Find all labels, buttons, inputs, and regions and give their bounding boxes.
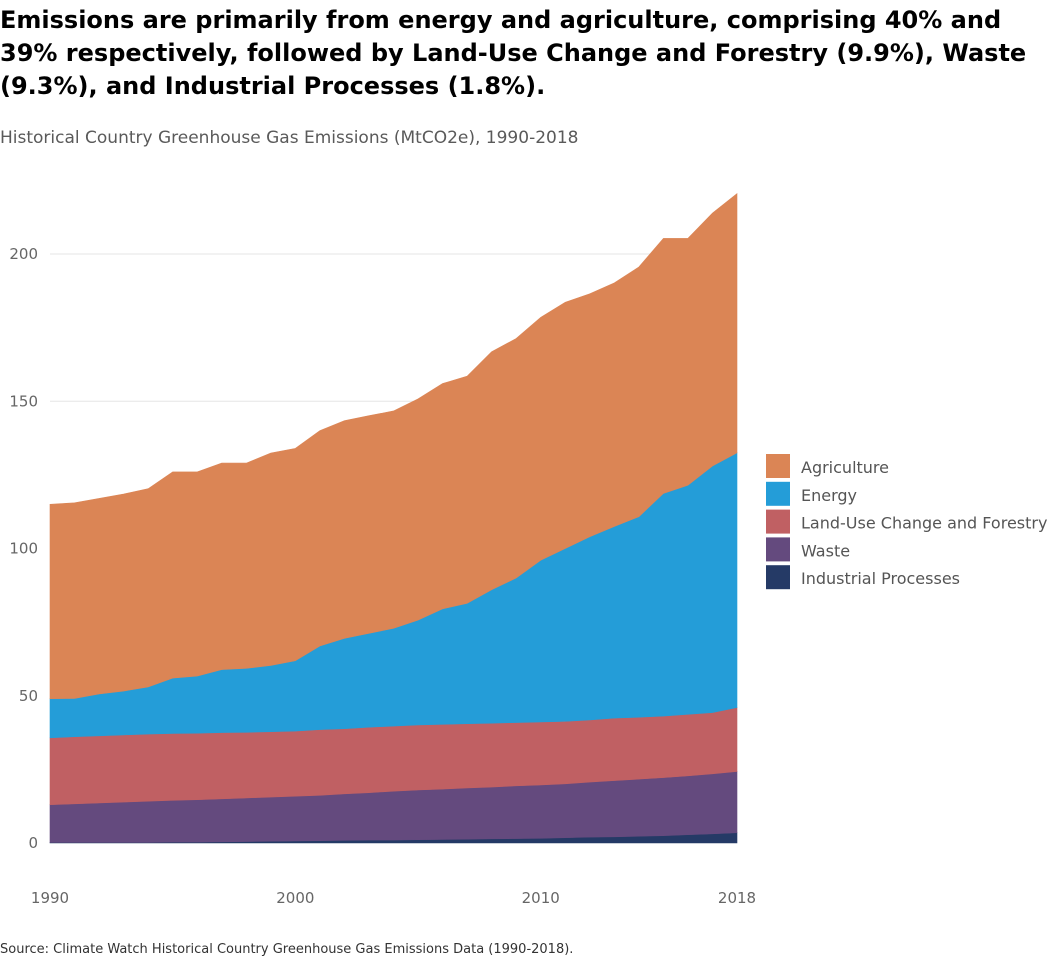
legend-swatch-agriculture [766,454,790,478]
y-tick-label: 0 [28,834,38,852]
area-agriculture [49,193,738,700]
y-tick-label: 50 [19,687,38,705]
y-tick-label: 100 [9,540,38,558]
legend-swatch-energy [766,481,790,506]
legend-swatch-waste [766,537,790,562]
legend: Agriculture Energy Land-Use Change and For… [766,454,1047,590]
x-axis: 1990 2000 2010 2018 [31,889,756,907]
legend-label-waste: Waste [801,541,850,560]
area-series [49,193,738,844]
x-tick-label: 2018 [718,889,756,907]
x-tick-label: 2010 [522,889,560,907]
y-tick-label: 150 [9,392,38,410]
legend-swatch-land-use-change-and-forestry [766,509,790,534]
y-axis: 0 50 100 150 200 [9,245,38,852]
legend-label-industrial-processes: Industrial Processes [801,569,960,588]
legend-label-energy: Energy [801,486,857,505]
y-tick-label: 200 [9,245,38,263]
chart-title: Emissions are primarily from energy and … [0,6,1027,100]
chart-subtitle: Historical Country Greenhouse Gas Emissi… [0,128,579,149]
legend-label-land-use-change-and-forestry: Land-Use Change and Forestry [801,514,1047,533]
legend-swatch-industrial-processes [766,565,790,590]
source-note: Source: Climate Watch Historical Country… [0,942,574,957]
x-tick-label: 2000 [276,889,314,907]
x-tick-label: 1990 [31,889,69,907]
legend-label-agriculture: Agriculture [801,458,889,477]
